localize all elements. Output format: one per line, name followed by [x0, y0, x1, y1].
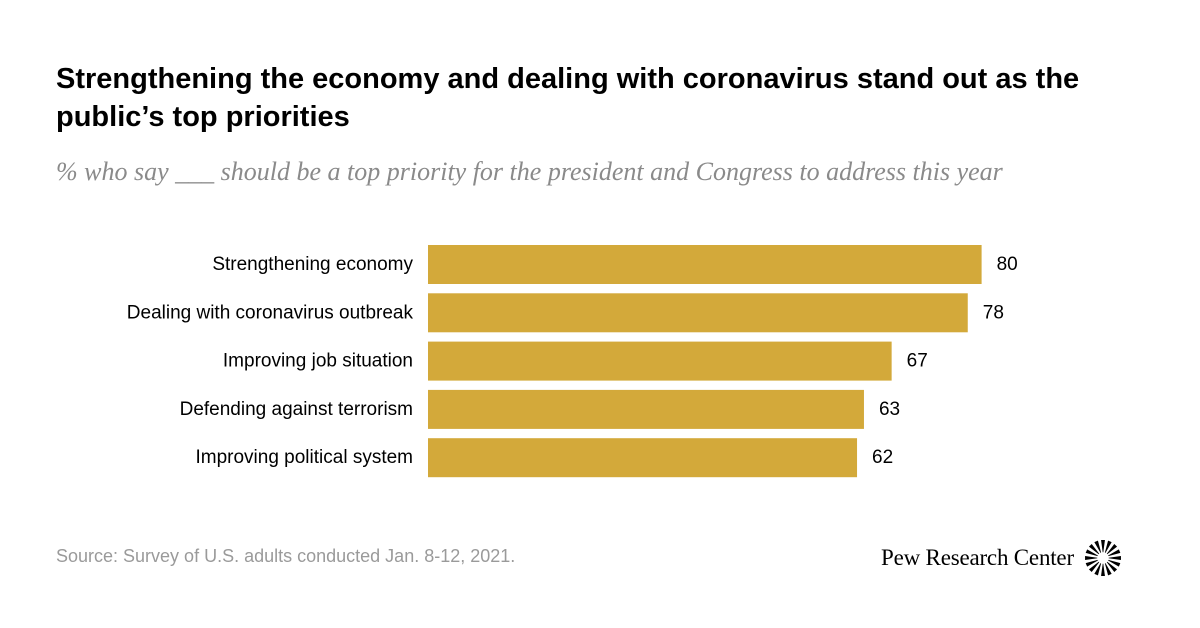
- category-label-1: Dealing with coronavirus outbreak: [127, 302, 414, 323]
- value-label-3: 63: [879, 399, 900, 420]
- sunburst-ray: [1100, 563, 1105, 576]
- brand-name: Pew Research Center: [881, 545, 1074, 570]
- sunburst-ray: [1106, 543, 1117, 555]
- source-note: Source: Survey of U.S. adults conducted …: [56, 546, 516, 566]
- sunburst-ray: [1104, 563, 1112, 576]
- bar-3: [428, 389, 864, 429]
- sunburst-ray: [1094, 540, 1102, 553]
- sunburst-ray: [1085, 549, 1098, 557]
- sunburst-ray: [1088, 561, 1100, 573]
- value-label-0: 80: [997, 254, 1018, 275]
- sunburst-ray: [1108, 556, 1121, 560]
- sunburst-ray: [1094, 563, 1102, 576]
- value-label-4: 62: [872, 447, 893, 468]
- category-label-4: Improving political system: [195, 447, 413, 468]
- bar-2: [428, 341, 892, 381]
- sunburst-ray: [1100, 540, 1105, 553]
- chart-subtitle: % who say ___ should be a top priority f…: [56, 157, 1003, 186]
- value-label-1: 78: [983, 302, 1004, 323]
- sunburst-ray: [1108, 559, 1121, 567]
- category-label-3: Defending against terrorism: [180, 399, 413, 420]
- value-label-2: 67: [907, 351, 928, 372]
- bar-1: [428, 293, 968, 333]
- category-label-0: Strengthening economy: [212, 254, 413, 275]
- bar-0: [428, 245, 982, 284]
- sunburst-ray: [1104, 540, 1112, 553]
- sunburst-icon: [1084, 540, 1121, 576]
- sunburst-ray: [1106, 561, 1117, 573]
- bar-4: [428, 438, 858, 478]
- sunburst-ray: [1088, 543, 1100, 555]
- sunburst-ray: [1084, 556, 1098, 560]
- chart-title: Strengthening the economy and dealing wi…: [56, 63, 1080, 133]
- category-label-2: Improving job situation: [223, 351, 413, 372]
- sunburst-ray: [1108, 549, 1121, 557]
- sunburst-ray: [1085, 559, 1098, 567]
- brand-logo: Pew Research Center: [881, 540, 1122, 576]
